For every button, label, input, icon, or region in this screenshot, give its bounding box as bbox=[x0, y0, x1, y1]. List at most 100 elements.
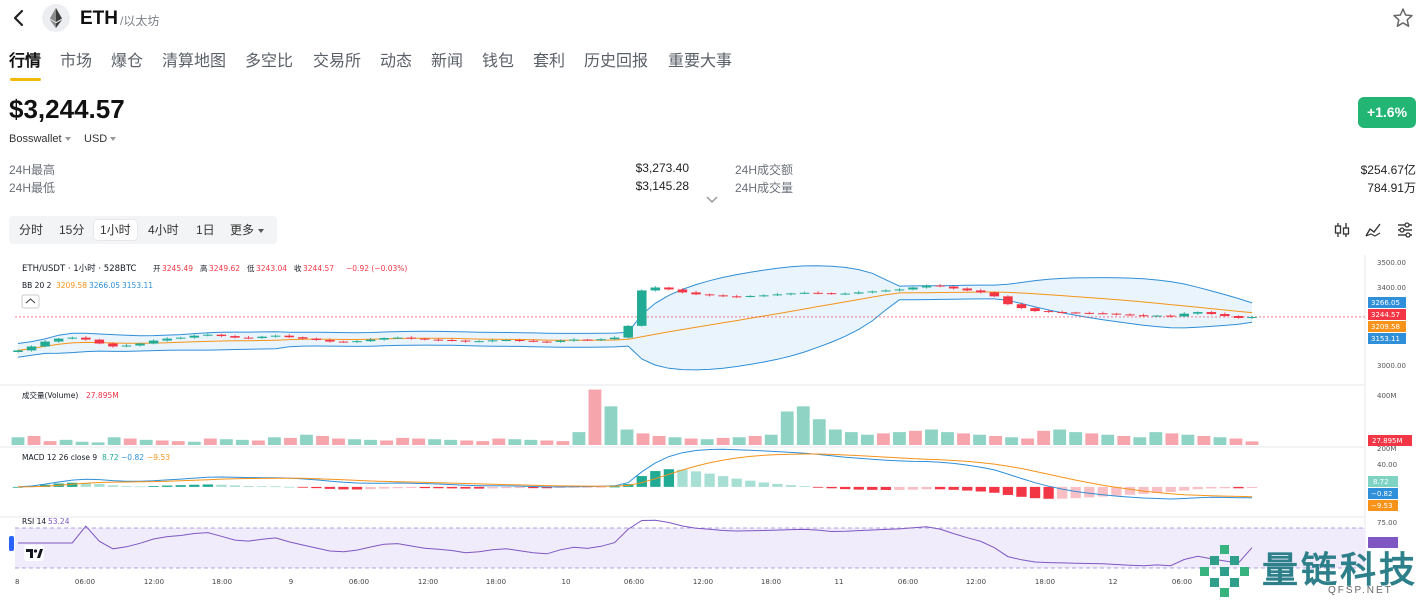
tab-liquidation-map[interactable]: 清算地图 bbox=[162, 53, 227, 70]
macd-histogram-bar bbox=[595, 486, 607, 488]
timeframe-more-dropdown[interactable]: 更多 bbox=[224, 220, 270, 240]
macd-line bbox=[17, 448, 1252, 500]
tab-news[interactable]: 新闻 bbox=[431, 53, 464, 70]
volume-bar bbox=[11, 437, 25, 445]
macd-histogram-bar bbox=[229, 485, 241, 487]
macd-histogram-bar bbox=[975, 486, 986, 492]
candle bbox=[786, 292, 796, 296]
candle-body bbox=[1111, 313, 1122, 315]
last-price-tag bbox=[1368, 309, 1406, 320]
candle bbox=[1193, 311, 1203, 315]
macd-histogram-bar bbox=[419, 486, 430, 489]
macd-hist-tag bbox=[1368, 476, 1398, 487]
macd-histogram-bar bbox=[351, 486, 363, 490]
tab-historical-returns[interactable]: 历史回报 bbox=[584, 53, 649, 70]
tab-market[interactable]: 市场 bbox=[60, 53, 93, 70]
candle-body bbox=[664, 287, 674, 290]
candlestick-icon[interactable] bbox=[1333, 221, 1351, 239]
settings-icon[interactable] bbox=[1396, 221, 1414, 239]
chevron-down-icon[interactable] bbox=[705, 195, 719, 205]
macd-histogram-bar bbox=[202, 484, 213, 487]
tab-major-events[interactable]: 重要大事 bbox=[668, 53, 733, 70]
time-axis-tick: 9 bbox=[289, 578, 293, 586]
candle bbox=[352, 339, 362, 344]
volume-bar bbox=[1053, 429, 1067, 445]
volume-bar bbox=[925, 429, 938, 445]
price-axis-tick: 3500.00 bbox=[1377, 259, 1406, 267]
price-change-badge: +1.6% bbox=[1358, 97, 1416, 128]
macd-histogram-bar bbox=[94, 483, 105, 487]
tab-long-short-ratio[interactable]: 多空比 bbox=[245, 53, 294, 70]
tab-liquidations[interactable]: 爆仓 bbox=[111, 53, 144, 70]
tab-news-feed[interactable]: 动态 bbox=[380, 53, 413, 70]
candle-body bbox=[325, 339, 335, 342]
candle bbox=[664, 286, 674, 291]
collapse-legend-button[interactable] bbox=[21, 294, 40, 309]
candle-body bbox=[433, 339, 444, 341]
timeframe-option-active[interactable]: 1小时 bbox=[94, 220, 137, 240]
tab-quotes[interactable]: 行情 bbox=[9, 53, 42, 70]
site-watermark: 量链科技 QFSP.NET bbox=[1198, 541, 1418, 599]
timeframe-option[interactable]: 15分 bbox=[59, 223, 85, 237]
bb-mid-tag-text: 3209.58 bbox=[1371, 323, 1400, 331]
scroll-handle[interactable] bbox=[9, 536, 14, 551]
indicator-icon[interactable] bbox=[1364, 221, 1382, 239]
macd-histogram-bar bbox=[690, 471, 702, 487]
candle-body bbox=[420, 338, 430, 340]
macd-histogram-bar bbox=[514, 486, 525, 489]
candle bbox=[840, 292, 850, 296]
time-axis-tick: 12 bbox=[1109, 578, 1118, 586]
candle-body bbox=[352, 341, 362, 343]
bb-lower-tag-text: 3153.11 bbox=[1371, 335, 1400, 343]
volume-bar bbox=[1165, 433, 1179, 445]
candle bbox=[40, 339, 50, 348]
candle-body bbox=[270, 335, 281, 337]
candle bbox=[1084, 311, 1095, 315]
candle-body bbox=[243, 337, 254, 339]
currency-selector[interactable]: USD bbox=[84, 133, 117, 145]
back-arrow-icon[interactable] bbox=[8, 7, 30, 29]
volume-bar bbox=[636, 433, 650, 445]
candle-body bbox=[1043, 311, 1054, 313]
volume-bar bbox=[893, 432, 906, 445]
tab-exchanges[interactable]: 交易所 bbox=[313, 53, 362, 70]
coin-name: /以太坊 bbox=[120, 14, 160, 28]
volume-bar bbox=[444, 439, 458, 445]
candle-body bbox=[976, 290, 986, 293]
candle bbox=[1206, 310, 1217, 315]
rsi-axis-tick: 75.00 bbox=[1377, 519, 1397, 527]
volume-bar bbox=[909, 430, 922, 445]
volume-bar bbox=[171, 441, 185, 445]
change-value: −0.92 (−0.03%) bbox=[346, 264, 407, 273]
candle-body bbox=[94, 339, 105, 344]
candle-body bbox=[311, 338, 322, 340]
candle bbox=[623, 325, 633, 339]
candle bbox=[1003, 295, 1013, 306]
timeframe-option[interactable]: 分时 bbox=[19, 223, 44, 237]
candle bbox=[677, 288, 688, 294]
macd-histogram-bar bbox=[663, 469, 675, 487]
candle-body bbox=[189, 335, 200, 338]
timeframe-option[interactable]: 1日 bbox=[196, 223, 215, 237]
tab-wallet[interactable]: 钱包 bbox=[482, 53, 515, 70]
macd-histogram-bar bbox=[1097, 486, 1108, 497]
volume-bar bbox=[1069, 432, 1083, 445]
volume-tag bbox=[1368, 435, 1412, 446]
price-chart[interactable]: ETH/USDT · 1小时 · 528BTC 开 3245.49 高 3249… bbox=[0, 255, 1419, 601]
chart-canvas[interactable]: ETH/USDT · 1小时 · 528BTC 开 3245.49 高 3249… bbox=[0, 255, 1419, 601]
candle-body bbox=[609, 337, 620, 340]
macd-label: MACD 12 26 close 9 bbox=[22, 453, 97, 462]
bb-legend: BB 20 2 3209.58 3266.05 3153.11 bbox=[22, 281, 153, 290]
exchange-selector[interactable]: Bosswallet bbox=[9, 133, 71, 145]
macd-histogram-bar bbox=[1138, 486, 1149, 494]
timeframe-option[interactable]: 4小时 bbox=[148, 223, 179, 237]
tab-arbitrage[interactable]: 套利 bbox=[533, 53, 566, 70]
candle-body bbox=[257, 336, 267, 339]
candle-body bbox=[759, 295, 769, 297]
candle-body bbox=[528, 340, 539, 342]
star-icon[interactable] bbox=[1391, 6, 1415, 30]
volume-bar bbox=[91, 442, 105, 445]
candle bbox=[379, 337, 389, 341]
candle-body bbox=[1247, 316, 1257, 318]
candle-body bbox=[582, 339, 593, 341]
